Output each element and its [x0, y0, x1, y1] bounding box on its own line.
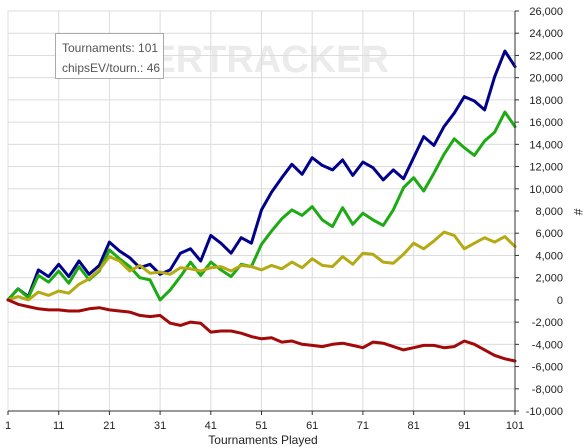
y-tick-label: -4,000	[532, 339, 563, 351]
x-tick-label: 41	[205, 420, 217, 432]
y-tick-label: 18,000	[529, 95, 563, 107]
series-lines	[6, 49, 517, 363]
y-tick-label: -8,000	[532, 384, 563, 396]
series-line-3	[6, 230, 517, 302]
y-tick-label: 6,000	[535, 228, 563, 240]
y-axis-title: #	[571, 209, 583, 216]
y-tick-label: 8,000	[535, 206, 563, 218]
chart-info-box: Tournaments: 101 chipsEV/tourn.: 46	[55, 33, 164, 79]
x-tick-label: 51	[255, 420, 267, 432]
y-tick-label: -6,000	[532, 362, 563, 374]
x-tick-label: 1	[5, 420, 11, 432]
x-tick-label: 31	[154, 420, 166, 432]
y-tick-label: 22,000	[529, 50, 563, 62]
x-tick-label: 11	[53, 420, 64, 432]
y-tick-label: -2,000	[532, 317, 563, 329]
x-axis-title: Tournaments Played	[208, 433, 317, 447]
y-tick-label: 24,000	[529, 28, 563, 40]
axes: 26,00024,00022,00020,00018,00016,00014,0…	[5, 6, 563, 432]
x-tick-label: 21	[103, 420, 115, 432]
series-line-4	[6, 298, 517, 363]
x-tick-label: 101	[506, 420, 524, 432]
y-tick-label: 10,000	[529, 184, 563, 196]
series-line-1	[6, 49, 517, 302]
y-tick-label: -10,000	[526, 406, 563, 418]
x-tick-label: 81	[407, 420, 419, 432]
tournaments-count-text: Tournaments: 101	[62, 41, 159, 55]
y-tick-label: 12,000	[529, 162, 563, 174]
y-tick-label: 2,000	[535, 273, 563, 285]
x-tick-label: 61	[306, 420, 318, 432]
y-tick-label: 14,000	[529, 139, 563, 151]
y-tick-label: 0	[557, 295, 563, 307]
y-tick-label: 4,000	[535, 250, 563, 262]
x-tick-label: 71	[357, 420, 369, 432]
x-tick-label: 91	[458, 420, 470, 432]
y-tick-label: 16,000	[529, 117, 563, 129]
y-tick-label: 20,000	[529, 73, 563, 85]
y-tick-label: 26,000	[529, 6, 563, 18]
chipsev-per-tourn-text: chipsEV/tourn.: 46	[62, 61, 161, 75]
